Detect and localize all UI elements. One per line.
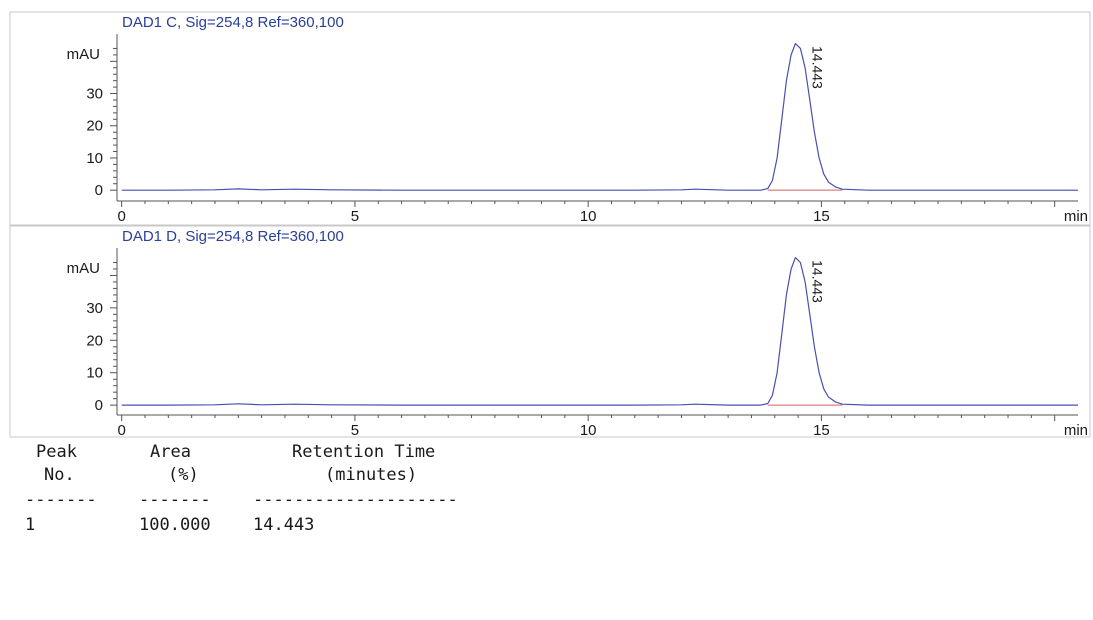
y-axis-label: mAU: [67, 46, 100, 63]
peak-label: 14.443: [809, 260, 825, 303]
y-axis-label: mAU: [67, 260, 100, 277]
chromatogram-figure: DAD1 C, Sig=254,8 Ref=360,100 0 10 20 30 mAU 0…: [9, 11, 1091, 439]
x-tick-label: 10: [580, 208, 597, 225]
y-tick-label: 10: [86, 365, 103, 382]
header-peak: Peak: [36, 442, 77, 462]
x-axis-label: min: [1064, 208, 1088, 225]
chromatogram-trace: [121, 43, 1078, 191]
y-tick-label: 30: [86, 86, 103, 103]
y-tick-label: 0: [95, 182, 103, 199]
header-percent: (%): [168, 465, 199, 485]
chromatogram-panel-d: DAD1 D, Sig=254,8 Ref=360,100 0 10 20 30 mAU 0…: [9, 225, 1091, 439]
header-retention-time: Retention Time: [292, 442, 436, 462]
peak-table-header-row-1: Peak Area Retention Time: [0, 442, 1093, 463]
cell-retention-time: 14.443: [253, 515, 315, 535]
x-tick-label: 0: [117, 208, 125, 225]
panel-frame: [9, 11, 1091, 226]
cell-area: 100.000: [139, 515, 211, 535]
separator-rt: --------------------: [253, 490, 458, 510]
peak-table-row: 1 100.000 14.443: [0, 515, 1093, 536]
header-no: No.: [44, 465, 75, 485]
peak-label: 14.443: [809, 46, 825, 89]
y-tick-label: 30: [86, 300, 103, 317]
cell-peak-no: 1: [25, 515, 36, 535]
panel-frame: [9, 225, 1091, 438]
y-tick-label: 0: [95, 397, 103, 414]
x-tick-label: 5: [351, 422, 359, 439]
peak-table-separator-row: ------- ------- --------------------: [0, 490, 1093, 511]
separator-area: -------: [139, 490, 211, 510]
y-tick-label: 20: [86, 332, 103, 349]
chart-title: DAD1 C, Sig=254,8 Ref=360,100: [122, 14, 344, 31]
x-tick-label: 15: [813, 422, 830, 439]
peak-report-table: Peak Area Retention Time No. (%) (minute…: [0, 438, 1093, 550]
chromatogram-trace: [121, 257, 1078, 406]
x-tick-label: 15: [813, 208, 830, 225]
x-tick-label: 0: [117, 422, 125, 439]
header-area: Area: [150, 442, 191, 462]
chart-title: DAD1 D, Sig=254,8 Ref=360,100: [122, 228, 344, 245]
header-minutes: (minutes): [325, 465, 418, 485]
chromatogram-panel-c: DAD1 C, Sig=254,8 Ref=360,100 0 10 20 30 mAU 0…: [9, 11, 1091, 226]
y-tick-label: 20: [86, 118, 103, 135]
y-tick-label: 10: [86, 150, 103, 167]
peak-table-header-row-2: No. (%) (minutes): [0, 465, 1093, 486]
x-tick-label: 5: [351, 208, 359, 225]
x-axis-label: min: [1064, 422, 1088, 439]
separator-peak: -------: [25, 490, 97, 510]
x-tick-label: 10: [580, 422, 597, 439]
